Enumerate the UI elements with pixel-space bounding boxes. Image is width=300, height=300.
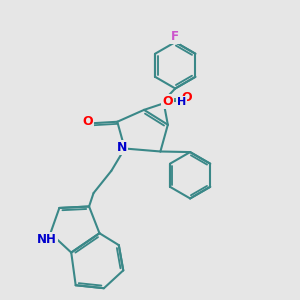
Text: O: O — [82, 115, 93, 128]
Text: O: O — [162, 95, 172, 108]
Text: NH: NH — [37, 233, 57, 246]
Text: H: H — [177, 97, 186, 107]
Text: N: N — [117, 141, 127, 154]
Text: F: F — [171, 30, 179, 43]
Text: O: O — [181, 91, 192, 104]
